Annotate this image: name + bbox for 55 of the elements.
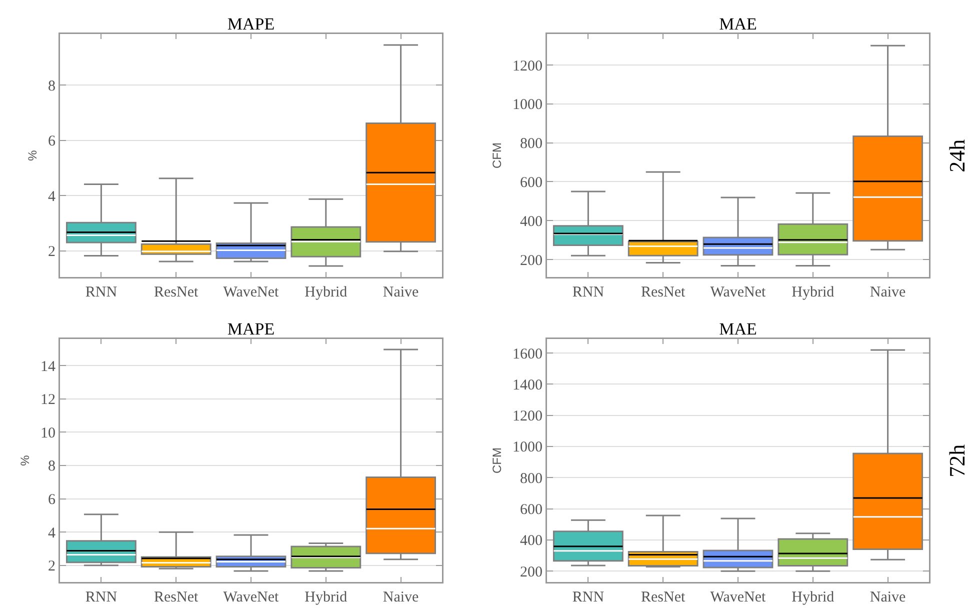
x-tick-label: RNN <box>572 590 604 606</box>
x-tick-label: Naive <box>382 590 420 606</box>
y-tick-label: 1200 <box>512 408 542 425</box>
y-tick-label: 400 <box>520 214 542 230</box>
y-tick-label: 8 <box>48 78 56 94</box>
x-tick-label: WaveNet <box>710 284 767 300</box>
y-tick-label: 1600 <box>512 346 542 362</box>
y-axis-title: % <box>18 454 32 466</box>
x-tick-label: Hybrid <box>792 590 835 606</box>
x-tick-label: Naive <box>870 590 906 606</box>
y-tick-label: 400 <box>520 533 542 550</box>
x-tick-label: RNN <box>85 590 118 606</box>
y-tick-label: 10 <box>40 425 56 442</box>
y-axis-title: CFM <box>490 448 504 474</box>
y-tick-label: 8 <box>48 458 56 475</box>
y-tick-label: 6 <box>48 134 56 150</box>
y-tick-label: 12 <box>40 392 56 408</box>
text: 72h <box>944 444 970 478</box>
y-tick-label: 1000 <box>512 97 542 114</box>
y-tick-label: 1400 <box>512 377 542 394</box>
y-tick-label: 6 <box>48 492 56 508</box>
y-tick-label: 200 <box>520 564 542 580</box>
text: 24h <box>944 139 970 172</box>
x-tick-label: ResNet <box>154 284 200 300</box>
chart-title: MAPE <box>227 14 275 34</box>
x-tick-label: ResNet <box>154 590 200 606</box>
y-tick-label: 800 <box>520 136 542 152</box>
chart-title: MAPE <box>227 319 275 338</box>
x-tick-label: WaveNet <box>710 590 767 606</box>
y-tick-label: 600 <box>520 174 542 191</box>
y-tick-label: 4 <box>48 188 56 205</box>
x-tick-label: RNN <box>85 284 118 300</box>
x-tick-label: Hybrid <box>792 284 835 300</box>
y-tick-label: 4 <box>48 525 56 542</box>
chart-title: MAE <box>719 14 757 34</box>
x-tick-label: Naive <box>870 284 906 300</box>
x-tick-label: Hybrid <box>304 284 348 300</box>
x-tick-label: Naive <box>382 284 420 300</box>
y-tick-label: 800 <box>520 470 542 487</box>
y-tick-label: 2 <box>48 244 56 260</box>
y-tick-label: 14 <box>40 358 56 375</box>
y-tick-label: 200 <box>520 252 542 269</box>
y-tick-label: 1200 <box>512 58 542 74</box>
x-tick-label: WaveNet <box>223 284 280 300</box>
x-tick-label: RNN <box>572 284 604 300</box>
x-tick-label: ResNet <box>641 284 686 300</box>
y-tick-label: 2 <box>48 558 56 575</box>
y-tick-label: 600 <box>520 502 542 518</box>
y-axis-title: CFM <box>490 142 504 168</box>
x-tick-label: ResNet <box>641 590 686 606</box>
y-axis-title: % <box>26 150 40 161</box>
x-tick-label: WaveNet <box>223 590 280 606</box>
y-tick-label: 1000 <box>512 440 542 456</box>
chart-title: MAE <box>719 319 757 338</box>
x-tick-label: Hybrid <box>304 590 348 606</box>
